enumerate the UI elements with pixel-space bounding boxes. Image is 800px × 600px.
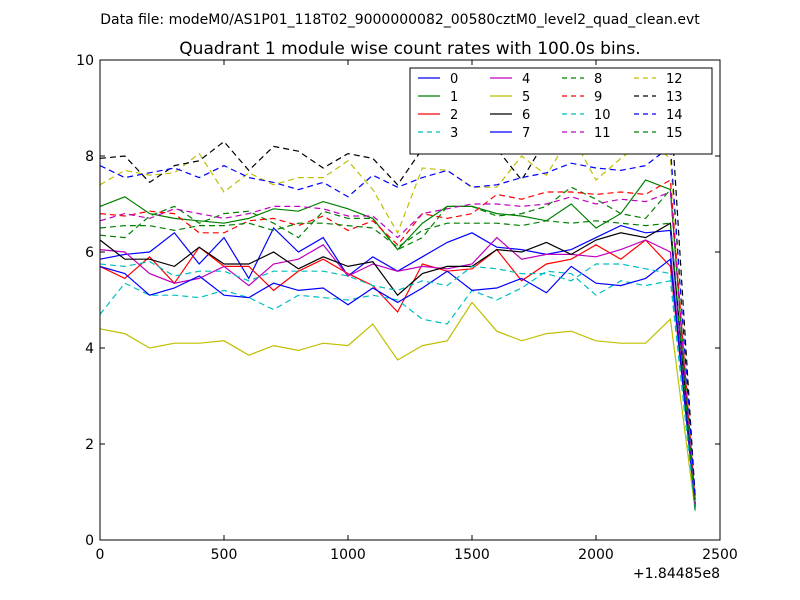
x-tick-label: 0 xyxy=(96,547,105,563)
legend-label-12: 12 xyxy=(666,72,683,87)
series-line-5 xyxy=(99,301,696,512)
legend-label-15: 15 xyxy=(666,126,683,141)
legend-label-14: 14 xyxy=(666,108,683,123)
x-tick-label: 500 xyxy=(211,547,238,563)
plot-frame xyxy=(99,59,721,541)
y-tick-label: 10 xyxy=(76,53,94,69)
legend-label-1: 1 xyxy=(450,90,458,105)
series-line-0 xyxy=(99,224,696,502)
legend-label-0: 0 xyxy=(450,72,458,87)
x-offset-label: +1.84485e8 xyxy=(633,566,720,582)
legend-label-7: 7 xyxy=(522,126,530,141)
series-line-1 xyxy=(99,179,696,507)
series-line-15 xyxy=(99,220,696,509)
series-line-13 xyxy=(99,100,696,497)
legend-label-8: 8 xyxy=(594,72,602,87)
suptitle: Data file: modeM0/AS1P01_118T02_90000000… xyxy=(100,12,700,28)
legend-label-9: 9 xyxy=(594,90,602,105)
series-line-4 xyxy=(99,236,696,502)
series-line-8 xyxy=(99,186,696,505)
chart-title: Quadrant 1 module wise count rates with … xyxy=(179,39,640,59)
series-line-3 xyxy=(99,270,696,512)
legend-label-10: 10 xyxy=(594,108,611,123)
series-line-12 xyxy=(99,133,696,502)
series-layer xyxy=(99,100,696,512)
y-tick-label: 6 xyxy=(85,245,94,261)
x-tick-label: 2500 xyxy=(702,547,738,563)
y-tick-label: 0 xyxy=(85,533,94,549)
legend-label-11: 11 xyxy=(594,126,611,141)
legend-label-4: 4 xyxy=(522,72,530,87)
x-tick-label: 1000 xyxy=(330,547,366,563)
y-tick-label: 4 xyxy=(85,341,94,357)
series-line-9 xyxy=(99,179,696,502)
series-line-2 xyxy=(99,239,696,505)
series-line-6 xyxy=(99,222,696,505)
legend-label-2: 2 xyxy=(450,108,458,123)
y-tick-label: 8 xyxy=(85,149,94,165)
y-tick-label: 2 xyxy=(85,437,94,453)
series-line-10 xyxy=(99,260,696,512)
legend-label-3: 3 xyxy=(450,126,458,141)
series-line-11 xyxy=(99,191,696,505)
x-tick-label: 2000 xyxy=(578,547,614,563)
x-tick-label: 1500 xyxy=(454,547,490,563)
series-line-7 xyxy=(99,258,696,507)
legend-label-6: 6 xyxy=(522,108,530,123)
series-line-14 xyxy=(99,145,696,500)
legend-frame xyxy=(409,67,713,155)
legend-label-5: 5 xyxy=(522,90,530,105)
legend-label-13: 13 xyxy=(666,90,683,105)
